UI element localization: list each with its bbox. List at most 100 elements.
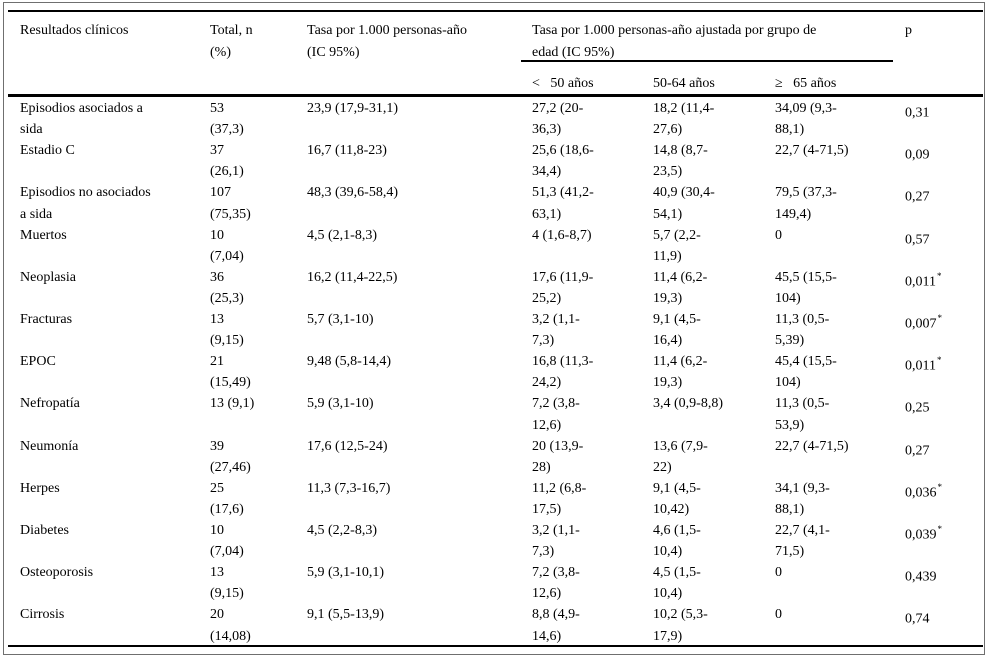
significance-asterisk: * <box>937 523 943 534</box>
p-value-text: 0,039 <box>905 527 937 543</box>
cell-age-lt50: 3,2 (1,1- 7,3) <box>532 522 580 560</box>
cell-outcome: Nefropatía <box>20 396 80 412</box>
table-rule-bottom <box>8 645 983 648</box>
cell-total: 25 (17,6) <box>210 480 244 517</box>
cell-rate: 11,3 (7,3-16,7) <box>307 480 391 496</box>
p-value-text: 0,011 <box>905 274 936 290</box>
p-value-text: 0,27 <box>905 190 930 206</box>
cell-age-50-64: 3,4 (0,9-8,8) <box>653 396 723 412</box>
cell-rate: 48,3 (39,6-58,4) <box>307 185 398 201</box>
cell-age-ge65: 79,5 (37,3- 149,4) <box>775 185 837 222</box>
col-header-age-ge65: ≥ 65 años <box>775 76 837 91</box>
cell-rate: 16,2 (11,4-22,5) <box>307 269 398 285</box>
table-row: Cirrosis 20 (14,08) 9,1 (5,5-13,9) 8,8 (… <box>8 603 983 645</box>
col-header-age-50-64: 50-64 años <box>653 76 715 91</box>
cell-p-value: 0,011* <box>905 267 983 310</box>
cell-age-ge65: 22,7 (4-71,5) <box>775 438 849 454</box>
cell-age-50-64: 4,6 (1,5- 10,4) <box>653 522 701 560</box>
outcomes-table: Resultados clínicos Total, n (%) Tasa po… <box>8 10 983 648</box>
cell-outcome: Cirrosis <box>20 607 65 623</box>
p-value-text: 0,09 <box>905 147 930 163</box>
table-row: Episodios asociados a sida 53 (37,3) 23,… <box>8 97 983 139</box>
cell-age-ge65: 11,3 (0,5- 53,9) <box>775 396 830 433</box>
cell-rate: 5,9 (3,1-10) <box>307 396 374 412</box>
cell-age-50-64: 40,9 (30,4- 54,1) <box>653 185 715 222</box>
cell-p-value: 0,007* <box>905 309 983 352</box>
cell-total: 20 (14,08) <box>210 607 251 644</box>
cell-outcome: Episodios no asociados a sida <box>20 185 151 222</box>
cell-age-lt50: 25,6 (18,6- 34,4) <box>532 143 594 180</box>
col-header-adjusted-rate: Tasa por 1.000 personas-año ajustada por… <box>521 12 905 62</box>
cell-p-value: 0,27 <box>905 436 983 479</box>
cell-rate: 23,9 (17,9-31,1) <box>307 101 398 116</box>
table-row: Neoplasia 36 (25,3) 16,2 (11,4-22,5) 17,… <box>8 266 983 308</box>
cell-age-lt50: 51,3 (41,2- 63,1) <box>532 185 594 222</box>
cell-outcome: EPOC <box>20 354 56 370</box>
col-header-total: Total, n (%) <box>210 23 253 60</box>
cell-age-50-64: 9,1 (4,5- 10,42) <box>653 480 701 517</box>
cell-p-value: 0,439 <box>905 562 983 605</box>
cell-total: 10 (7,04) <box>210 227 244 264</box>
table-rule-top <box>8 10 983 12</box>
cell-rate: 9,1 (5,5-13,9) <box>307 607 384 623</box>
cell-age-50-64: 4,5 (1,5- 10,4) <box>653 565 701 602</box>
cell-total: 39 (27,46) <box>210 438 251 475</box>
table-row: Fracturas 13 (9,15) 5,7 (3,1-10) 3,2 (1,… <box>8 308 983 350</box>
p-value-text: 0,27 <box>905 443 930 459</box>
cell-age-50-64: 10,2 (5,3- 17,9) <box>653 607 708 644</box>
cell-rate: 4,5 (2,2-8,3) <box>307 522 377 538</box>
significance-asterisk: * <box>936 270 942 281</box>
cell-rate: 5,7 (3,1-10) <box>307 311 374 327</box>
significance-asterisk: * <box>937 481 943 492</box>
cell-outcome: Estadio C <box>20 143 75 159</box>
significance-asterisk: * <box>937 312 943 323</box>
cell-p-value: 0,31 <box>905 98 983 141</box>
cell-age-lt50: 7,2 (3,8- 12,6) <box>532 396 580 433</box>
cell-age-ge65: 34,1 (9,3- 88,1) <box>775 480 830 517</box>
cell-age-ge65: 34,09 (9,3- 88,1) <box>775 101 837 138</box>
cell-outcome: Episodios asociados a sida <box>20 101 143 138</box>
cell-rate: 9,48 (5,8-14,4) <box>307 354 391 370</box>
cell-total: 36 (25,3) <box>210 269 244 307</box>
table-body: Episodios asociados a sida 53 (37,3) 23,… <box>8 97 983 645</box>
cell-outcome: Neoplasia <box>20 269 76 285</box>
cell-age-50-64: 18,2 (11,4- 27,6) <box>653 101 715 138</box>
cell-age-ge65: 22,7 (4,1- 71,5) <box>775 522 830 560</box>
cell-outcome: Herpes <box>20 480 60 496</box>
cell-p-value: 0,09 <box>905 140 983 183</box>
p-value-text: 0,439 <box>905 569 937 585</box>
table-row: Nefropatía 13 (9,1) 5,9 (3,1-10) 7,2 (3,… <box>8 392 983 434</box>
cell-rate: 16,7 (11,8-23) <box>307 143 387 159</box>
p-value-text: 0,036 <box>905 485 937 501</box>
cell-total: 13 (9,15) <box>210 565 244 602</box>
table-header: Resultados clínicos Total, n (%) Tasa po… <box>8 12 983 97</box>
p-value-text: 0,31 <box>905 105 930 121</box>
table-row: Diabetes 10 (7,04) 4,5 (2,2-8,3) 3,2 (1,… <box>8 519 983 561</box>
cell-age-ge65: 45,4 (15,5- 104) <box>775 354 837 391</box>
cell-age-50-64: 14,8 (8,7- 23,5) <box>653 143 708 180</box>
table-row: Osteoporosis 13 (9,15) 5,9 (3,1-10,1) 7,… <box>8 561 983 603</box>
table-row: Herpes 25 (17,6) 11,3 (7,3-16,7) 11,2 (6… <box>8 477 983 519</box>
cell-age-lt50: 16,8 (11,3- 24,2) <box>532 354 594 391</box>
cell-age-ge65: 0 <box>775 565 782 581</box>
cell-outcome: Neumonía <box>20 438 79 454</box>
cell-age-50-64: 13,6 (7,9- 22) <box>653 438 708 475</box>
table-row: Estadio C 37 (26,1) 16,7 (11,8-23) 25,6 … <box>8 139 983 181</box>
p-value-text: 0,57 <box>905 232 930 248</box>
cell-outcome: Muertos <box>20 227 67 243</box>
table-row: EPOC 21 (15,49) 9,48 (5,8-14,4) 16,8 (11… <box>8 350 983 392</box>
table-row: Episodios no asociados a sida 107 (75,35… <box>8 181 983 223</box>
col-header-p: p <box>905 23 912 38</box>
cell-outcome: Osteoporosis <box>20 565 94 581</box>
col-header-outcome: Resultados clínicos <box>20 23 129 38</box>
cell-age-ge65: 11,3 (0,5- 5,39) <box>775 311 830 349</box>
p-value-text: 0,74 <box>905 611 930 627</box>
cell-age-50-64: 11,4 (6,2- 19,3) <box>653 354 708 391</box>
cell-p-value: 0,57 <box>905 225 983 268</box>
cell-age-lt50: 3,2 (1,1- 7,3) <box>532 311 580 349</box>
cell-outcome: Diabetes <box>20 522 69 538</box>
cell-rate: 17,6 (12,5-24) <box>307 438 388 454</box>
cell-p-value: 0,036* <box>905 478 983 521</box>
cell-age-lt50: 11,2 (6,8- 17,5) <box>532 480 587 517</box>
cell-age-ge65: 0 <box>775 607 782 623</box>
